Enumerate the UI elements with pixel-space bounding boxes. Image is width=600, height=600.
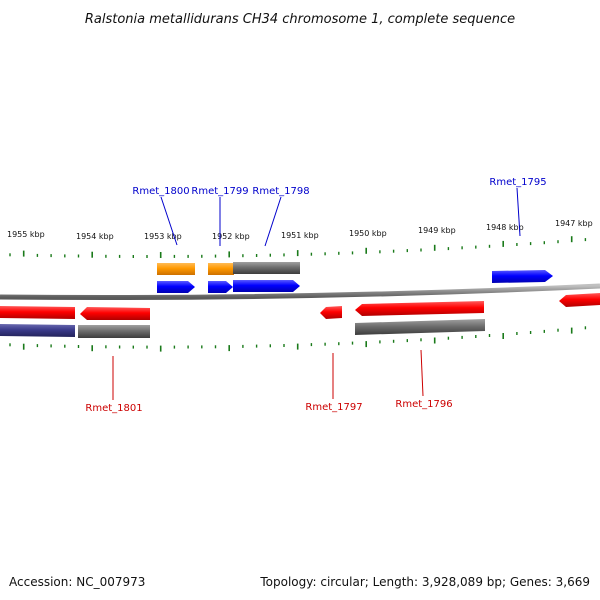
tick-label-1948: 1948 kbp xyxy=(486,223,524,232)
chromosome-backbone xyxy=(0,283,600,301)
tick-label-1953: 1953 kbp xyxy=(144,232,182,241)
leader-rmet1800 xyxy=(160,196,178,246)
accession-text: Accession: NC_007973 xyxy=(9,575,145,589)
gene-rmet1797-arrow[interactable] xyxy=(320,306,342,319)
gene-rmet1801-arrow[interactable] xyxy=(80,307,150,320)
gene-label-rmet1799[interactable]: Rmet_1799 xyxy=(191,186,248,197)
forward-strand-features xyxy=(157,262,553,293)
map-title: Ralstonia metallidurans CH34 chromosome … xyxy=(85,12,515,27)
gene-right-edge-arrow[interactable] xyxy=(559,293,600,307)
feature-navy-left[interactable] xyxy=(0,324,75,337)
tick-label-1955: 1955 kbp xyxy=(7,230,45,239)
gene-label-rmet1798[interactable]: Rmet_1798 xyxy=(252,186,309,197)
tick-label-1951: 1951 kbp xyxy=(281,231,319,240)
gene-label-rmet1800[interactable]: Rmet_1800 xyxy=(132,186,189,197)
feature-gray-1796[interactable] xyxy=(355,319,485,335)
gene-labels: Rmet_1800 Rmet_1799 Rmet_1798 Rmet_1795 … xyxy=(85,177,546,414)
feature-orange-1799[interactable] xyxy=(208,263,234,275)
tick-label-1950: 1950 kbp xyxy=(349,229,387,238)
genome-summary-text: Topology: circular; Length: 3,928,089 bp… xyxy=(259,575,590,589)
tick-label-1947: 1947 kbp xyxy=(555,219,593,228)
scale-ticks-top xyxy=(9,236,587,258)
leader-rmet1798 xyxy=(264,196,282,247)
leader-rmet1796 xyxy=(420,349,424,397)
gene-rmet1795-arrow[interactable] xyxy=(492,270,553,283)
gene-label-rmet1795[interactable]: Rmet_1795 xyxy=(489,177,546,188)
feature-orange-1800[interactable] xyxy=(157,263,195,275)
gene-rmet1798-arrow[interactable] xyxy=(233,280,300,292)
leader-rmet1795 xyxy=(516,187,521,237)
gene-label-rmet1797[interactable]: Rmet_1797 xyxy=(305,402,362,413)
tick-label-1949: 1949 kbp xyxy=(418,226,456,235)
scale-ticks-bottom xyxy=(9,326,587,352)
label-leader-lines xyxy=(112,187,521,400)
gene-rmet1800-arrow[interactable] xyxy=(157,281,195,293)
gene-label-rmet1796[interactable]: Rmet_1796 xyxy=(395,399,452,410)
feature-gray-1801[interactable] xyxy=(78,325,150,338)
gene-label-rmet1801[interactable]: Rmet_1801 xyxy=(85,403,142,414)
gene-rmet1799-arrow[interactable] xyxy=(208,281,233,293)
gene-left-edge-arrow[interactable] xyxy=(0,306,75,319)
tick-label-1954: 1954 kbp xyxy=(76,232,114,241)
gene-rmet1796-arrow[interactable] xyxy=(355,301,484,316)
scale-tick-labels: 1955 kbp 1954 kbp 1953 kbp 1952 kbp 1951… xyxy=(7,219,593,241)
tick-label-1952: 1952 kbp xyxy=(212,232,250,241)
reverse-strand-features xyxy=(0,293,600,338)
feature-gray-1798[interactable] xyxy=(233,262,300,274)
